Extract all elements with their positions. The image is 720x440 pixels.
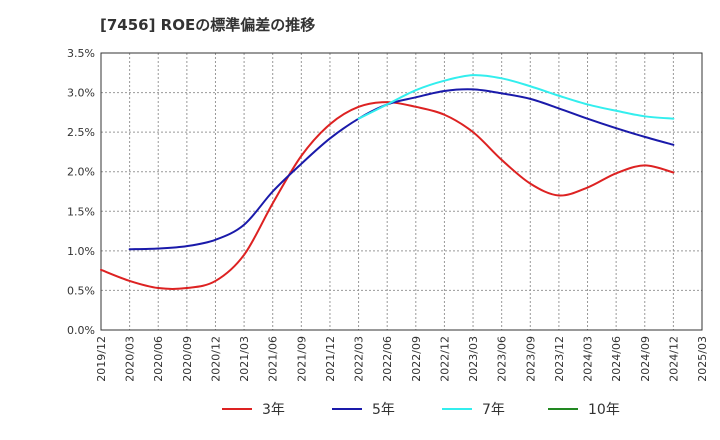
- x-tick-label: 2022/12: [438, 336, 451, 382]
- x-tick-label: 2020/12: [209, 336, 222, 382]
- legend-label-1: 5年: [372, 402, 395, 418]
- chart-container: [7456] ROEの標準偏差の推移 0.0% 0.5% 1.0% 1.5% 2.0% 2…: [0, 0, 720, 440]
- x-tick-label: 2025/03: [696, 336, 709, 382]
- x-tick-label: 2020/09: [181, 336, 194, 382]
- x-tick-label: 2023/09: [524, 336, 537, 382]
- x-tick-label: 2020/03: [124, 336, 137, 382]
- x-tick-label: 2024/06: [610, 336, 623, 382]
- y-tick-label: 2.5%: [67, 126, 95, 139]
- legend-label-2: 7年: [482, 402, 505, 418]
- y-tick-label: 0.0%: [67, 324, 95, 337]
- chart-title: [7456] ROEの標準偏差の推移: [100, 16, 315, 34]
- x-tick-label: 2019/12: [95, 336, 108, 382]
- x-tick-label: 2021/12: [324, 336, 337, 382]
- x-tick-label: 2024/03: [582, 336, 595, 382]
- x-tick-label: 2022/06: [381, 336, 394, 382]
- x-tick-label: 2021/09: [295, 336, 308, 382]
- y-tick-label: 3.5%: [67, 47, 95, 60]
- series-line-1: [130, 89, 674, 249]
- x-tick-label: 2021/03: [238, 336, 251, 382]
- series-line-2: [359, 75, 674, 119]
- roe-std-line-chart: [7456] ROEの標準偏差の推移 0.0% 0.5% 1.0% 1.5% 2.0% 2…: [0, 0, 720, 440]
- y-tick-label: 1.0%: [67, 245, 95, 258]
- x-tick-label: 2022/09: [410, 336, 423, 382]
- y-tick-label: 0.5%: [67, 284, 95, 297]
- y-tick-label: 3.0%: [67, 87, 95, 100]
- x-tick-label: 2024/09: [639, 336, 652, 382]
- x-tick-label: 2021/06: [267, 336, 280, 382]
- legend-label-3: 10年: [588, 402, 620, 418]
- legend: 3年 5年 7年 10年: [222, 402, 620, 418]
- x-tick-label: 2023/12: [553, 336, 566, 382]
- y-tick-label: 2.0%: [67, 166, 95, 179]
- x-tick-label: 2023/03: [467, 336, 480, 382]
- axis-layer: 0.0% 0.5% 1.0% 1.5% 2.0% 2.5% 3.0% 3.5% 2019/12 2…: [67, 47, 709, 382]
- legend-label-0: 3年: [262, 402, 285, 418]
- x-tick-label: 2023/06: [496, 336, 509, 382]
- y-tick-label: 1.5%: [67, 205, 95, 218]
- x-tick-label: 2020/06: [152, 336, 165, 382]
- x-tick-label: 2024/12: [667, 336, 680, 382]
- x-tick-label: 2022/03: [353, 336, 366, 382]
